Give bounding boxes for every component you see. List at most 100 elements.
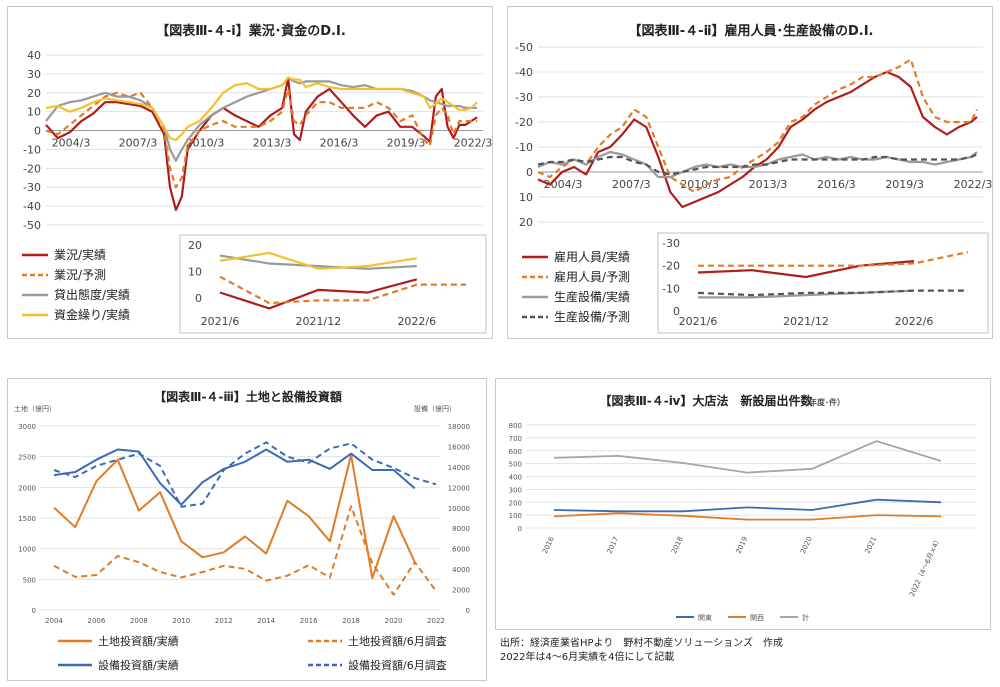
x-tick-label: 2020	[385, 617, 403, 625]
series-line-2	[553, 440, 942, 474]
y-tick-label: -10	[23, 143, 41, 156]
series-line-0	[553, 498, 942, 513]
y-axis-right-label: 設備（億円）	[414, 404, 456, 413]
y-right-tick-label: 12000	[448, 484, 470, 492]
y-tick-label: 700	[509, 435, 522, 443]
x-tick-label: 2022/3	[954, 178, 993, 191]
legend-label: 設備投資額/実績	[98, 658, 179, 672]
inset-series-line-3	[697, 289, 968, 297]
series-line-0	[45, 76, 478, 211]
y-axis-left-label: 土地（億円）	[14, 404, 56, 413]
inset-box	[657, 232, 989, 334]
x-tick-label: 2008	[130, 617, 148, 625]
source-note-line-1: 出所：経済産業省HPより 野村不動産ソリューションズ 作成	[500, 638, 783, 649]
x-tick-label: 2018	[342, 617, 360, 625]
y-tick-label: 800	[509, 422, 522, 430]
y-tick-label: -30	[23, 181, 41, 194]
chart-title: 【図表Ⅲ-４-ⅳ】大店法 新設届出件数	[599, 393, 813, 408]
chart-panel-business-funding-di: 【図表Ⅲ-４-ⅰ】業況･資金のD.I. 40 30 20 10 0 -10 -20 -30 -40…	[7, 6, 493, 339]
inset-x-tick-label: 2021/12	[783, 315, 829, 328]
inset-series-line-1	[219, 275, 466, 305]
y-tick-label: -20	[23, 162, 41, 175]
x-tick-label: 2019	[735, 535, 750, 555]
x-tick-label: 2016	[300, 617, 318, 625]
y-right-tick-label: 14000	[448, 464, 470, 472]
inset-y-tick-label: -20	[662, 260, 680, 273]
legend-label: 業況/実績	[54, 247, 106, 262]
x-tick-label: 2018	[670, 535, 685, 555]
inset-x-tick-label: 2022/6	[397, 315, 436, 328]
inset-series-line-1	[698, 251, 969, 267]
series-line-3	[53, 441, 437, 508]
chart-employment-equipment-di: 【図表Ⅲ-４-ⅱ】雇用人員･生産設備のD.I. -50 -40 -30 -20 -10 0 1…	[515, 23, 993, 334]
x-tick-label: 2010/3	[680, 178, 719, 191]
legend-label: 計	[802, 613, 809, 622]
y-tick-label: 400	[509, 474, 522, 482]
chart-business-funding-di: 【図表Ⅲ-４-ⅰ】業況･資金のD.I. 40 30 20 10 0 -10 -20 -30 -40…	[22, 23, 492, 334]
inset-x-tick-label: 2021/6	[679, 315, 718, 328]
x-tick-label: 2007/3	[612, 178, 651, 191]
x-tick-label: 2012	[215, 617, 233, 625]
y-tick-label: 200	[509, 499, 522, 507]
legend-label: 土地投資額/実績	[98, 634, 179, 648]
y-right-tick-label: 4000	[452, 566, 470, 574]
series-line-1	[553, 512, 942, 521]
y-tick-label: 20	[27, 87, 41, 100]
x-tick-label: 2016	[541, 535, 556, 555]
inset-x-tick-label: 2021/12	[296, 315, 342, 328]
y-right-tick-label: 18000	[448, 423, 470, 431]
x-tick-label: 2016/3	[817, 178, 856, 191]
y-left-tick-label: 500	[23, 576, 36, 584]
y-tick-label: 30	[27, 68, 41, 81]
x-tick-label: 2013/3	[253, 137, 292, 150]
y-right-tick-label: 10000	[448, 505, 470, 513]
y-tick-label: -30	[515, 91, 533, 104]
x-tick-label: 2010	[172, 617, 190, 625]
y-tick-label: 40	[27, 49, 41, 62]
y-tick-label: -50	[23, 219, 41, 232]
y-tick-label: -20	[515, 116, 533, 129]
chart-large-store-filings: 【図表Ⅲ-４-ⅳ】大店法 新設届出件数（年度･件） 800 700 600 500 400…	[509, 393, 976, 622]
y-tick-label: 10	[519, 191, 533, 204]
y-left-tick-label: 1000	[18, 546, 36, 554]
chart-panel-land-equipment-investment: 【図表Ⅲ-４-ⅲ】土地と設備投資額 土地（億円） 設備（億円） 3000 2500 200…	[7, 378, 487, 681]
y-tick-label: 0	[34, 125, 41, 138]
y-tick-label: 10	[27, 106, 41, 119]
x-tick-label: 2022（4～6月×4）	[908, 535, 943, 597]
source-note-line-2: 2022年は4～6月実績を4倍にして記載	[500, 652, 675, 663]
y-tick-label: 0	[526, 166, 533, 179]
legend-label: 土地投資額/6月調査	[348, 634, 447, 648]
series-line-1	[53, 505, 437, 596]
x-tick-label: 2004	[45, 617, 63, 625]
y-tick-label: -50	[515, 41, 533, 54]
y-right-tick-label: 16000	[448, 443, 470, 451]
x-tick-label: 2014	[257, 617, 275, 625]
legend-label: 雇用人員/予測	[554, 269, 630, 284]
x-tick-label: 2010/3	[186, 137, 225, 150]
y-tick-label: 600	[509, 448, 522, 456]
y-tick-label: -40	[23, 200, 41, 213]
legend-label: 生産設備/実績	[554, 289, 630, 304]
chart-panel-employment-equipment-di: 【図表Ⅲ-４-ⅱ】雇用人員･生産設備のD.I. -50 -40 -30 -20 -10 0 1…	[507, 6, 993, 339]
y-tick-label: -40	[515, 66, 533, 79]
inset-y-tick-label: -30	[662, 237, 680, 250]
chart-title: 【図表Ⅲ-４-ⅲ】土地と設備投資額	[154, 389, 342, 404]
y-tick-label: 20	[519, 216, 533, 229]
series-line-0	[53, 453, 416, 580]
x-tick-label: 2019/3	[387, 137, 426, 150]
inset-x-tick-label: 2021/6	[201, 315, 240, 328]
legend-label: 関西	[750, 614, 764, 622]
y-right-tick-label: 6000	[452, 546, 470, 554]
y-left-tick-label: 3000	[18, 423, 36, 431]
legend-label: 関東	[698, 613, 712, 622]
inset-x-tick-label: 2022/6	[895, 315, 934, 328]
x-tick-label: 2004/3	[52, 137, 91, 150]
legend-label: 雇用人員/実績	[554, 249, 630, 264]
series-line-3	[537, 153, 978, 176]
y-tick-label: 500	[509, 461, 522, 469]
x-tick-label: 2013/3	[749, 178, 788, 191]
y-tick-label: 100	[509, 512, 522, 520]
inset-series-line-3	[219, 251, 417, 270]
inset-series-line-2	[219, 254, 417, 270]
